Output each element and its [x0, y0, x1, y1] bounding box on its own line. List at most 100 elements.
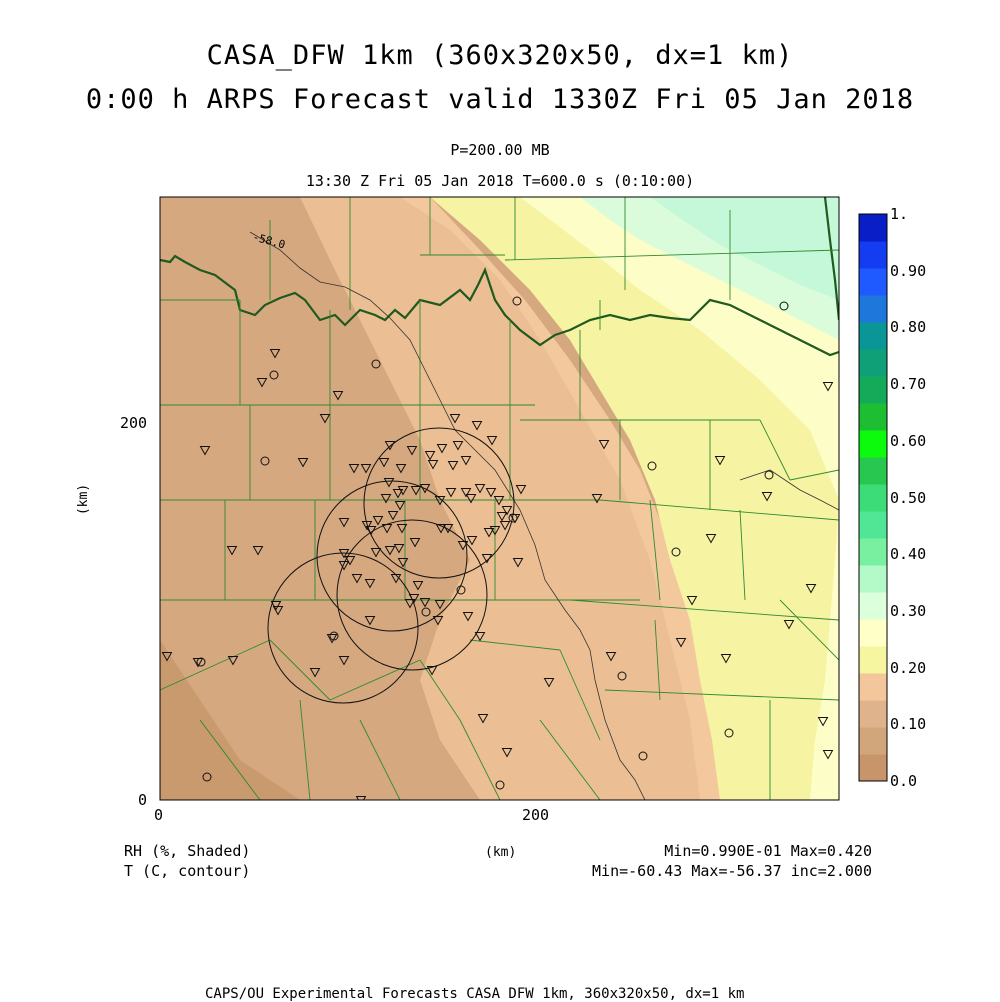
- colorbar-segment: [859, 700, 887, 728]
- colorbar-label: 0.40: [890, 545, 927, 564]
- station-triangle: [392, 489, 404, 499]
- station-triangle: [675, 638, 687, 648]
- colorbar-segment: [859, 511, 887, 539]
- station-triangle: [406, 446, 418, 456]
- station-triangle: [408, 594, 420, 604]
- colorbar-label: 0.90: [890, 261, 927, 280]
- colorbar-segment: [859, 430, 887, 458]
- station-triangle: [714, 456, 726, 466]
- station-triangle: [338, 656, 350, 666]
- station-triangle: [465, 494, 477, 504]
- station-triangle: [512, 558, 524, 568]
- station-triangle: [449, 414, 461, 424]
- station-circle: [329, 631, 339, 641]
- station-triangle: [394, 501, 406, 511]
- radar-range-ring: [363, 427, 515, 579]
- valid-time: 13:30 Z Fri 05 Jan 2018 T=600.0 s (0:10:…: [305, 172, 695, 190]
- station-triangle: [442, 524, 454, 534]
- station-triangle: [499, 521, 511, 531]
- station-triangle: [395, 464, 407, 474]
- station-triangle: [199, 446, 211, 456]
- colorbar-segment: [859, 592, 887, 620]
- colorbar-label: 0.80: [890, 318, 927, 337]
- station-triangle: [419, 598, 431, 608]
- station-triangle: [474, 632, 486, 642]
- station-triangle: [501, 506, 513, 516]
- colorbar-segment: [859, 268, 887, 296]
- station-triangle: [269, 349, 281, 359]
- station-circle: [456, 585, 466, 595]
- colorbar-frame: [858, 213, 888, 782]
- station-triangle: [426, 666, 438, 676]
- station-circle: [508, 513, 518, 523]
- station-triangle: [466, 536, 478, 546]
- station-triangle: [486, 436, 498, 446]
- station-triangle: [705, 534, 717, 544]
- station-triangle: [364, 579, 376, 589]
- station-triangle: [348, 464, 360, 474]
- station-triangle: [805, 584, 817, 594]
- station-triangle: [161, 652, 173, 662]
- station-triangle: [822, 382, 834, 392]
- station-circle: [647, 461, 657, 471]
- station-triangle: [460, 456, 472, 466]
- station-triangle: [365, 526, 377, 536]
- station-triangle: [434, 496, 446, 506]
- station-circle: [495, 780, 505, 790]
- y-axis-unit: (km): [76, 483, 92, 516]
- colorbar-segment: [859, 295, 887, 323]
- station-circle: [617, 671, 627, 681]
- x-axis-unit: (km): [485, 845, 517, 860]
- colorbar-segment: [859, 727, 887, 755]
- colorbar-label: 0.50: [890, 488, 927, 507]
- station-circle: [196, 657, 206, 667]
- x-tick-0: 0: [154, 806, 164, 824]
- station-circle: [724, 728, 734, 738]
- station-triangle: [434, 600, 446, 610]
- colorbar-segment: [859, 754, 887, 782]
- station-circle: [421, 607, 431, 617]
- station-triangle: [435, 524, 447, 534]
- radar-range-ring: [267, 552, 419, 704]
- colorbar-label: 0.20: [890, 658, 927, 677]
- colorbar-segment: [859, 376, 887, 404]
- station-triangle: [427, 460, 439, 470]
- station-triangle: [445, 488, 457, 498]
- station-triangle: [462, 612, 474, 622]
- station-triangle: [378, 458, 390, 468]
- station-triangle: [383, 478, 395, 488]
- station-triangle: [351, 574, 363, 584]
- river-line: [249, 231, 839, 800]
- station-triangle: [409, 538, 421, 548]
- station-triangle: [397, 486, 409, 496]
- county-lines: [160, 197, 839, 800]
- station-triangle: [822, 750, 834, 760]
- station-triangle: [447, 461, 459, 471]
- colorbar-label: 1.: [890, 205, 909, 223]
- station-triangle: [381, 524, 393, 534]
- plot-frame: [159, 196, 840, 801]
- station-triangle: [493, 496, 505, 506]
- station-triangle: [404, 599, 416, 609]
- colorbar-label: 0.10: [890, 715, 927, 734]
- station-triangle: [436, 444, 448, 454]
- station-triangle: [390, 574, 402, 584]
- forecast-title: 0:00 h ARPS Forecast valid 1330Z Fri 05 …: [85, 84, 915, 115]
- colorbar: [858, 213, 888, 782]
- station-triangle: [332, 391, 344, 401]
- footer-credit: CAPS/OU Experimental Forecasts CASA DFW …: [205, 986, 745, 1002]
- station-triangle: [474, 484, 486, 494]
- colorbar-segment: [859, 214, 887, 242]
- station-triangle: [397, 558, 409, 568]
- station-triangle: [515, 485, 527, 495]
- station-triangle: [605, 652, 617, 662]
- colorbar-segment: [859, 403, 887, 431]
- t-legend: T (C, contour): [124, 862, 251, 880]
- station-circle: [260, 456, 270, 466]
- station-triangle: [272, 606, 284, 616]
- station-circle: [638, 751, 648, 761]
- station-triangle: [384, 546, 396, 556]
- rh-band-025: [400, 197, 735, 800]
- station-triangle: [483, 528, 495, 538]
